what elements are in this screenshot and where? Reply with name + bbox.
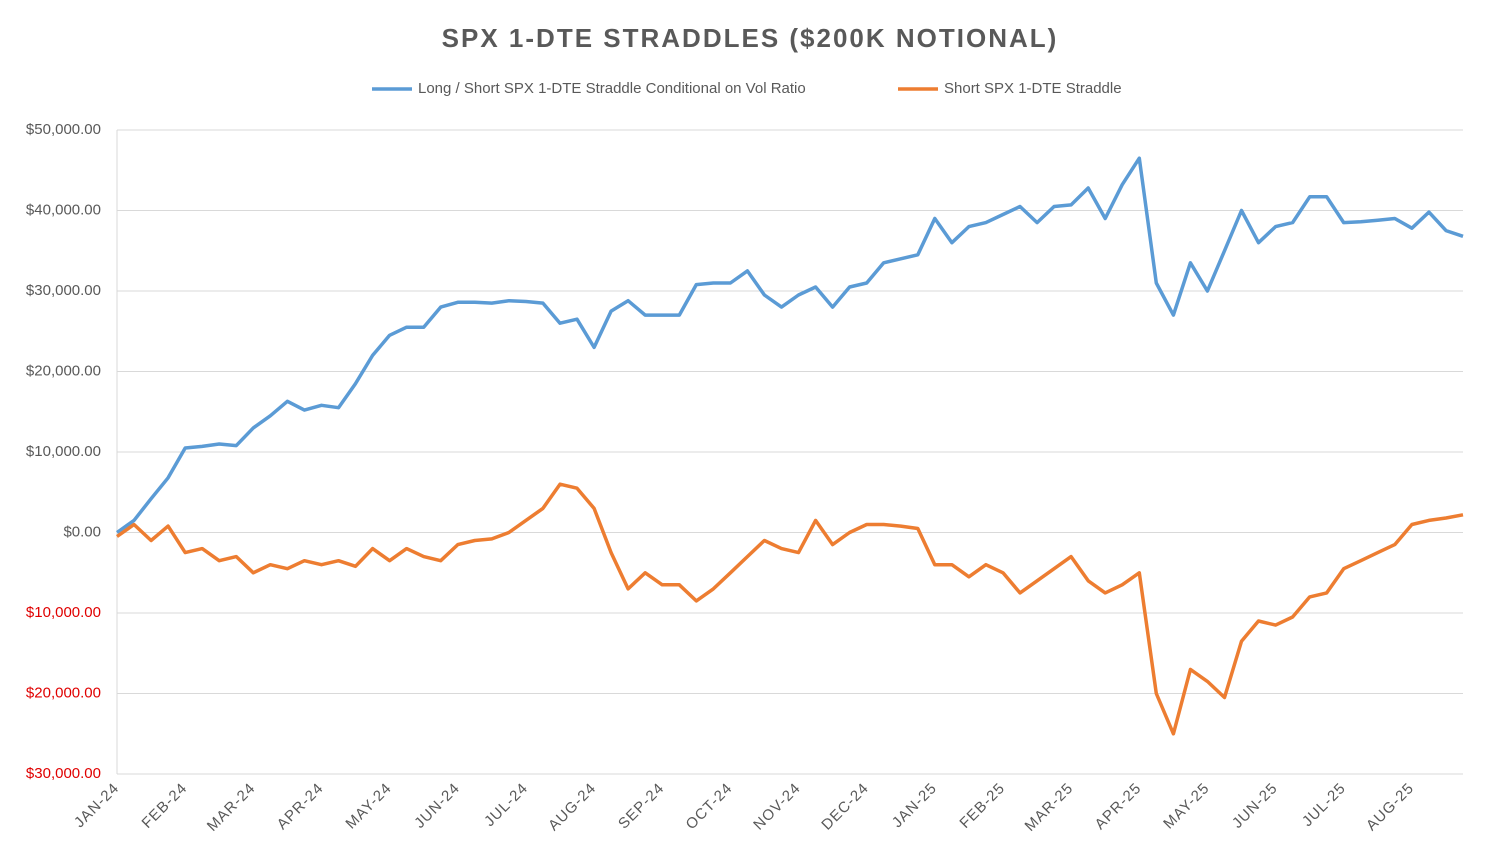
x-tick-label: DEC-24 (818, 780, 872, 834)
x-tick-label: JUL-25 (1299, 780, 1349, 830)
y-tick-label: $0.00 (63, 523, 101, 540)
y-tick-label: $10,000.00 (26, 604, 101, 621)
x-tick-label: JUN-24 (411, 780, 463, 832)
y-tick-label: $50,000.00 (26, 121, 101, 138)
y-tick-label: $30,000.00 (26, 282, 101, 299)
x-tick-label: MAY-24 (342, 780, 395, 833)
x-tick-label: FEB-25 (956, 780, 1008, 832)
x-tick-label: JAN-25 (889, 780, 941, 832)
x-tick-label: JAN-24 (71, 780, 123, 832)
y-tick-label: $20,000.00 (26, 684, 101, 701)
x-tick-label: MAY-25 (1160, 780, 1213, 833)
y-tick-label: $40,000.00 (26, 201, 101, 218)
y-tick-label: $20,000.00 (26, 362, 101, 379)
x-tick-label: AUG-25 (1363, 780, 1418, 835)
x-tick-label: MAR-24 (204, 780, 259, 835)
legend-label: Long / Short SPX 1-DTE Straddle Conditio… (418, 80, 806, 97)
legend-label: Short SPX 1-DTE Straddle (944, 80, 1122, 97)
x-tick-label: MAR-25 (1022, 780, 1077, 835)
x-tick-label: JUL-24 (481, 780, 531, 830)
series-line (115, 482, 1464, 736)
series-line (115, 156, 1464, 534)
y-tick-label: $30,000.00 (26, 765, 101, 782)
chart-title: SPX 1-DTE STRADDLES ($200K NOTIONAL) (442, 23, 1059, 53)
x-tick-label: APR-25 (1092, 780, 1145, 833)
x-tick-label: AUG-24 (545, 780, 600, 835)
x-tick-label: APR-24 (274, 780, 327, 833)
x-tick-label: JUN-25 (1229, 780, 1281, 832)
x-tick-label: SEP-24 (615, 780, 668, 833)
x-tick-label: FEB-24 (139, 780, 191, 832)
y-tick-label: $10,000.00 (26, 443, 101, 460)
x-tick-label: NOV-24 (750, 780, 804, 834)
x-tick-label: OCT-24 (683, 780, 736, 833)
